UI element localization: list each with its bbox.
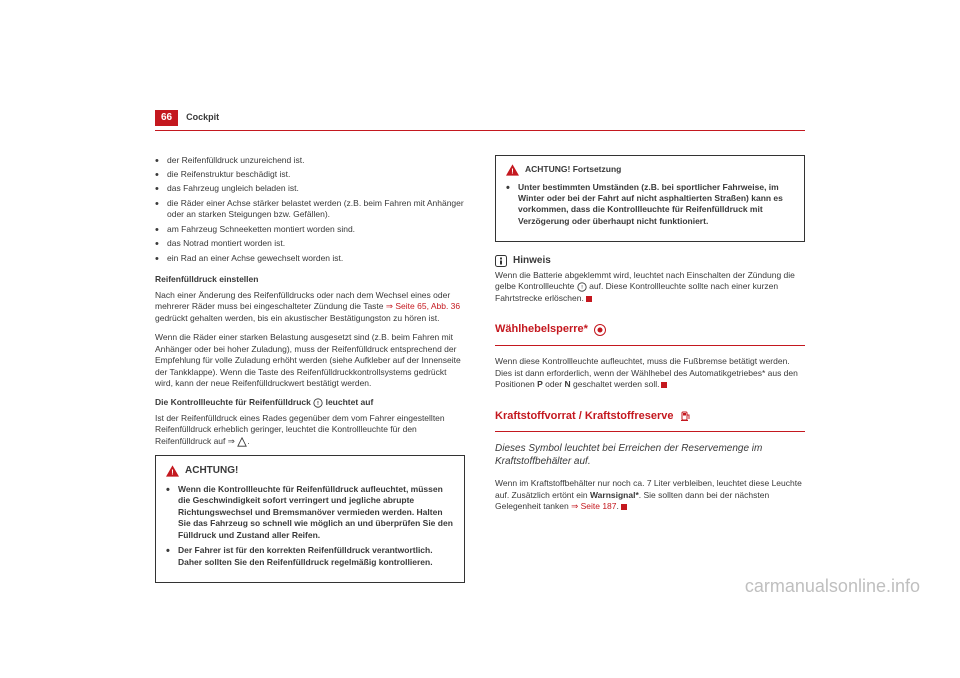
- text: Ist der Reifenfülldruck eines Rades gege…: [155, 413, 445, 446]
- heading-text: Wählhebelsperre*: [495, 322, 588, 337]
- section-heading: Wählhebelsperre*: [495, 322, 805, 337]
- text: Die Kontrollleuchte für Reifenfülldruck: [155, 397, 313, 407]
- end-square-icon: [661, 382, 667, 388]
- text: gedrückt gehalten werden, bis ein akusti…: [155, 313, 439, 323]
- bullet-item: der Reifenfülldruck unzureichend ist.: [155, 155, 465, 166]
- paragraph: Wenn die Batterie abgeklemmt wird, leuch…: [495, 270, 805, 304]
- tire-pressure-icon: !: [313, 398, 323, 408]
- hint-title: Hinweis: [513, 254, 551, 268]
- warning-title: ACHTUNG!: [185, 464, 238, 478]
- warning-bullet: Unter bestimmten Umständen (z.B. bei spo…: [506, 182, 794, 228]
- tire-pressure-icon: !: [577, 282, 587, 292]
- bullet-item: ein Rad an einer Achse gewechselt worden…: [155, 253, 465, 264]
- end-square-icon: [621, 504, 627, 510]
- warning-bullet: Der Fahrer ist für den korrekten Reifenf…: [166, 545, 454, 568]
- warning-box: ! ACHTUNG! Fortsetzung Unter bestimmten …: [495, 155, 805, 243]
- header-divider: [155, 130, 805, 131]
- svg-text:!: !: [511, 166, 513, 175]
- text-bold: Warnsignal*: [590, 490, 639, 500]
- bullet-item: die Reifenstruktur beschädigt ist.: [155, 169, 465, 180]
- bullet-item: die Räder einer Achse stärker belastet w…: [155, 198, 465, 221]
- bullet-item: am Fahrzeug Schneeketten montiert worden…: [155, 224, 465, 235]
- warning-header: ! ACHTUNG!: [166, 464, 454, 478]
- subheading: Reifenfülldruck einstellen: [155, 274, 465, 285]
- heading-underline: [495, 431, 805, 432]
- bullet-item: das Notrad montiert worden ist.: [155, 238, 465, 249]
- paragraph: Nach einer Änderung des Reifenfülldrucks…: [155, 290, 465, 324]
- text: oder: [543, 379, 565, 389]
- heading-text: Kraftstoffvorrat / Kraftstoffreserve: [495, 409, 674, 424]
- warning-bullet: Wenn die Kontrollleuchte für Reifenfülld…: [166, 484, 454, 541]
- page-number: 66: [155, 110, 178, 126]
- cross-reference: ⇒ Seite 187: [571, 501, 616, 511]
- paragraph: Ist der Reifenfülldruck eines Rades gege…: [155, 413, 465, 447]
- paragraph: Wenn im Kraftstoffbehälter nur noch ca. …: [495, 478, 805, 512]
- text: .: [617, 501, 619, 511]
- subheading: Die Kontrollleuchte für Reifenfülldruck …: [155, 397, 465, 408]
- text: .: [247, 436, 249, 446]
- svg-text:!: !: [317, 401, 319, 407]
- columns: der Reifenfülldruck unzureichend ist. di…: [155, 155, 805, 596]
- bullet-list: der Reifenfülldruck unzureichend ist. di…: [155, 155, 465, 265]
- hint-header: Hinweis: [495, 254, 805, 268]
- warning-bullets: Unter bestimmten Umständen (z.B. bei spo…: [506, 182, 794, 228]
- warning-triangle-icon: !: [166, 465, 179, 477]
- warning-title: ACHTUNG! Fortsetzung: [525, 164, 621, 175]
- warning-triangle-icon: !: [506, 164, 519, 176]
- section-title: Cockpit: [186, 111, 219, 123]
- text: leuchtet auf: [323, 397, 373, 407]
- heading-underline: [495, 345, 805, 346]
- right-column: ! ACHTUNG! Fortsetzung Unter bestimmten …: [495, 155, 805, 596]
- warning-bullets: Wenn die Kontrollleuchte für Reifenfülld…: [166, 484, 454, 568]
- document-page: 66 Cockpit der Reifenfülldruck unzureich…: [155, 110, 805, 595]
- left-column: der Reifenfülldruck unzureichend ist. di…: [155, 155, 465, 596]
- paragraph: Wenn die Räder einer starken Belastung a…: [155, 332, 465, 389]
- svg-text:!: !: [171, 468, 173, 477]
- page-header: 66 Cockpit: [155, 110, 805, 126]
- text: geschaltet werden soll.: [571, 379, 660, 389]
- warning-box: ! ACHTUNG! Wenn die Kontrollleuchte für …: [155, 455, 465, 583]
- section-subtitle: Dieses Symbol leuchtet bei Erreichen der…: [495, 442, 805, 468]
- section-heading: Kraftstoffvorrat / Kraftstoffreserve: [495, 409, 805, 424]
- end-square-icon: [586, 296, 592, 302]
- warning-triangle-icon: [237, 437, 247, 447]
- warning-header: ! ACHTUNG! Fortsetzung: [506, 164, 794, 176]
- fuel-pump-icon: [680, 410, 692, 422]
- paragraph: Wenn diese Kontrollleuchte aufleuchtet, …: [495, 356, 805, 390]
- info-icon: [495, 255, 507, 267]
- bullet-item: das Fahrzeug ungleich beladen ist.: [155, 183, 465, 194]
- watermark: carmanualsonline.info: [745, 574, 920, 598]
- cross-reference: ⇒ Seite 65, Abb. 36: [386, 301, 460, 311]
- brake-pedal-icon: [594, 324, 606, 336]
- svg-text:!: !: [581, 285, 583, 291]
